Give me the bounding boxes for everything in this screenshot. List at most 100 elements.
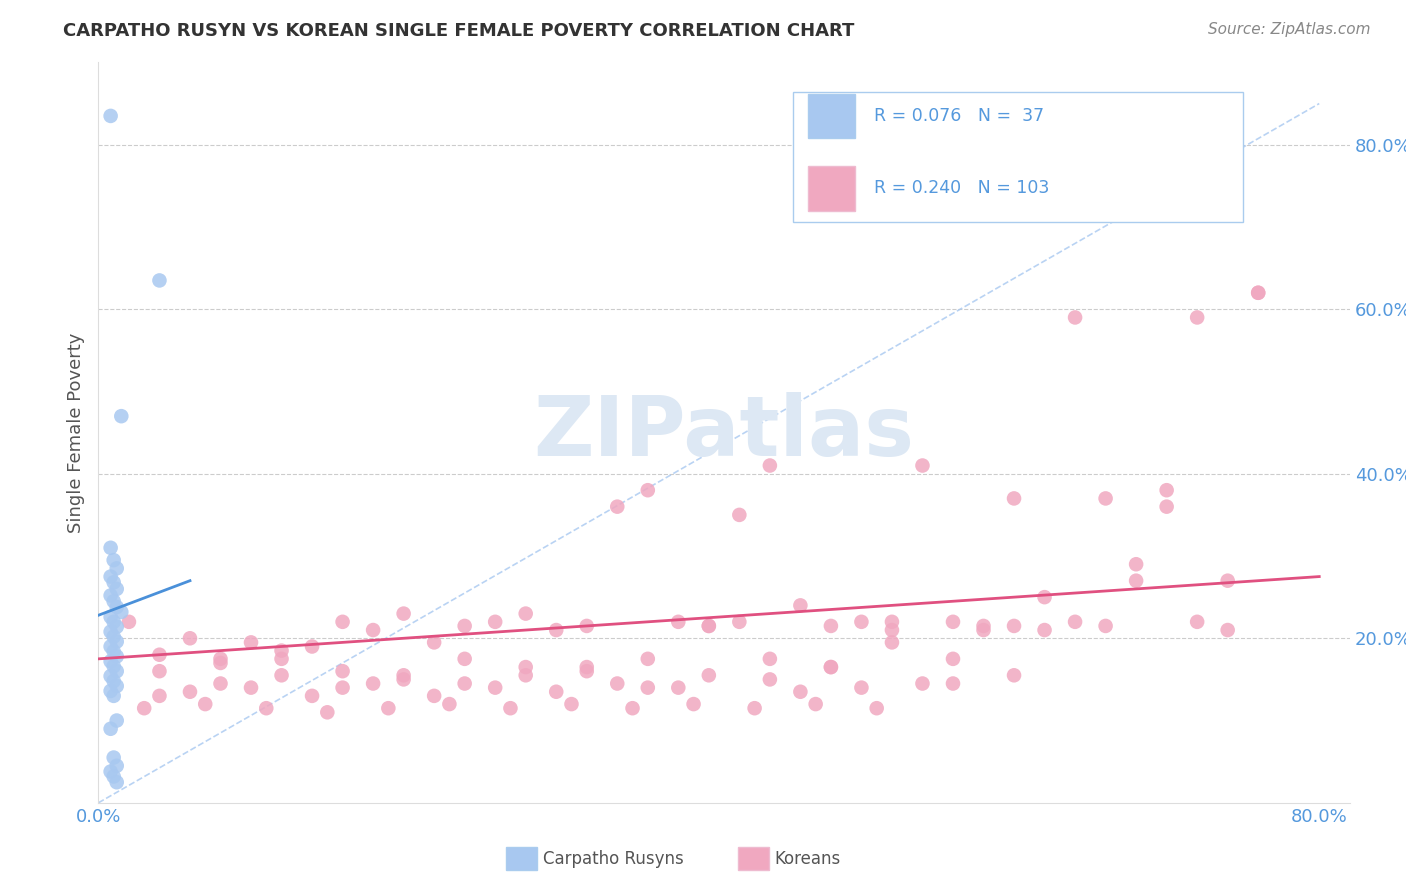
Point: [423, 689, 446, 703]
Point: [484, 615, 506, 629]
Point: [194, 697, 217, 711]
Text: Koreans: Koreans: [775, 850, 841, 868]
Point: [804, 697, 827, 711]
Point: [942, 676, 965, 690]
Point: [105, 664, 128, 678]
Point: [103, 615, 125, 629]
Point: [1156, 483, 1178, 498]
Point: [103, 674, 125, 689]
Point: [759, 652, 782, 666]
Text: ZIPatlas: ZIPatlas: [534, 392, 914, 473]
Point: [911, 458, 934, 473]
Point: [332, 615, 354, 629]
Point: [866, 701, 889, 715]
Point: [240, 681, 263, 695]
Point: [316, 706, 339, 720]
Point: [880, 635, 903, 649]
Point: [100, 722, 122, 736]
Point: [209, 652, 232, 666]
Point: [515, 668, 537, 682]
Point: [820, 660, 842, 674]
Point: [100, 109, 122, 123]
Point: [515, 660, 537, 674]
Point: [100, 624, 122, 639]
Point: [1185, 310, 1208, 325]
Point: [789, 599, 811, 613]
Point: [789, 685, 811, 699]
Point: [439, 697, 461, 711]
Point: [1033, 590, 1056, 604]
Point: [560, 697, 582, 711]
Text: CARPATHO RUSYN VS KOREAN SINGLE FEMALE POVERTY CORRELATION CHART: CARPATHO RUSYN VS KOREAN SINGLE FEMALE P…: [63, 22, 855, 40]
Point: [942, 652, 965, 666]
Point: [728, 615, 751, 629]
Point: [728, 508, 751, 522]
Point: [546, 623, 568, 637]
Point: [100, 684, 122, 698]
Y-axis label: Single Female Poverty: Single Female Poverty: [66, 333, 84, 533]
Point: [744, 701, 766, 715]
Point: [1002, 491, 1025, 506]
Point: [453, 676, 475, 690]
Point: [332, 681, 354, 695]
Point: [100, 541, 122, 555]
Point: [148, 689, 170, 703]
Point: [110, 409, 132, 424]
Point: [499, 701, 522, 715]
Point: [105, 679, 128, 693]
Point: [1094, 491, 1116, 506]
Point: [637, 483, 659, 498]
Point: [697, 619, 720, 633]
Point: [880, 623, 903, 637]
Point: [209, 656, 232, 670]
Point: [575, 660, 598, 674]
Point: [1125, 558, 1147, 572]
Point: [103, 553, 125, 567]
Point: [1185, 615, 1208, 629]
Point: [851, 681, 873, 695]
Point: [1247, 285, 1270, 300]
Point: [759, 458, 782, 473]
Point: [100, 640, 122, 654]
Point: [103, 689, 125, 703]
FancyBboxPatch shape: [793, 92, 1243, 221]
Point: [332, 664, 354, 678]
Point: [1156, 500, 1178, 514]
Point: [1002, 619, 1025, 633]
Point: [637, 681, 659, 695]
Point: [100, 669, 122, 683]
Text: R = 0.076   N =  37: R = 0.076 N = 37: [875, 107, 1045, 125]
Point: [270, 643, 292, 657]
Point: [377, 701, 399, 715]
Point: [851, 615, 873, 629]
Point: [820, 660, 842, 674]
Point: [575, 619, 598, 633]
Point: [453, 652, 475, 666]
Point: [270, 668, 292, 682]
Point: [118, 615, 141, 629]
Point: [270, 652, 292, 666]
Point: [103, 575, 125, 590]
Point: [110, 605, 132, 619]
Point: [105, 649, 128, 664]
Point: [1064, 615, 1087, 629]
Point: [1002, 668, 1025, 682]
FancyBboxPatch shape: [808, 94, 855, 138]
Point: [942, 615, 965, 629]
Point: [392, 668, 415, 682]
Point: [606, 676, 628, 690]
Point: [392, 673, 415, 687]
Text: Carpatho Rusyns: Carpatho Rusyns: [543, 850, 683, 868]
Point: [361, 623, 384, 637]
Point: [254, 701, 277, 715]
Point: [105, 714, 128, 728]
Point: [1094, 619, 1116, 633]
Point: [575, 664, 598, 678]
Point: [103, 659, 125, 673]
Point: [1247, 285, 1270, 300]
Text: R = 0.240   N = 103: R = 0.240 N = 103: [875, 179, 1050, 197]
Point: [484, 681, 506, 695]
Point: [100, 610, 122, 624]
Point: [100, 764, 122, 779]
Point: [1216, 623, 1239, 637]
